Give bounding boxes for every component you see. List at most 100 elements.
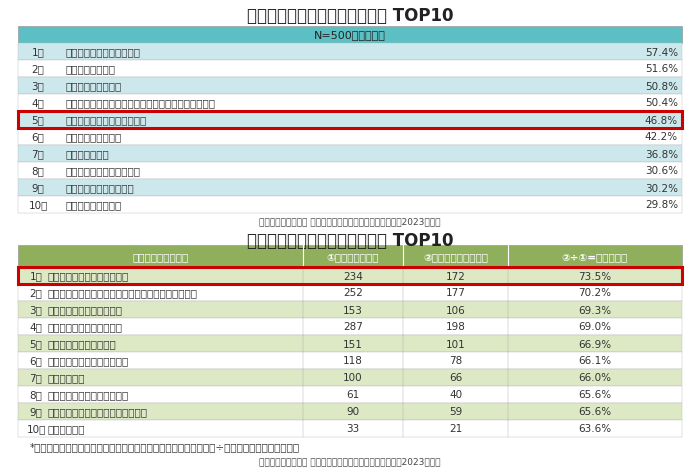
- Text: 61: 61: [346, 390, 360, 400]
- Text: 2位: 2位: [32, 64, 44, 74]
- Text: うがい・手洗いを徹底する: うがい・手洗いを徹底する: [48, 322, 123, 332]
- Bar: [18, 61, 682, 78]
- Text: 入浴をする（湯船につかる）: 入浴をする（湯船につかる）: [66, 115, 147, 125]
- Text: 90: 90: [346, 407, 360, 416]
- Bar: [18, 318, 682, 335]
- Text: 5位: 5位: [32, 115, 44, 125]
- Text: 睐眠をしっかりとる: 睐眠をしっかりとる: [66, 132, 122, 142]
- Bar: [18, 386, 682, 403]
- Text: 30.2%: 30.2%: [645, 183, 678, 193]
- Text: 積水ハウス株式会社 住生活研究所「入浴に関する調査　（2023年）」: 積水ハウス株式会社 住生活研究所「入浴に関する調査 （2023年）」: [259, 217, 441, 226]
- Text: 6位: 6位: [29, 356, 43, 366]
- Text: 42.2%: 42.2%: [645, 132, 678, 142]
- Text: 30.6%: 30.6%: [645, 166, 678, 176]
- Text: 5位: 5位: [29, 339, 43, 349]
- Text: 69.0%: 69.0%: [578, 322, 612, 332]
- Text: 100: 100: [343, 373, 363, 383]
- Text: 40: 40: [449, 390, 462, 400]
- Text: 172: 172: [446, 271, 466, 281]
- Text: 50.8%: 50.8%: [645, 81, 678, 91]
- Text: こたつを使う: こたつを使う: [48, 373, 85, 383]
- Bar: [18, 78, 682, 95]
- Bar: [18, 403, 682, 420]
- Text: 118: 118: [343, 356, 363, 366]
- Text: 10位: 10位: [28, 200, 48, 210]
- Bar: [18, 369, 682, 386]
- Text: 運動やストレッチを行う: 運動やストレッチを行う: [66, 183, 134, 193]
- Text: 厚着やあったかグッズ（靴下、マフラーなど）を使う: 厚着やあったかグッズ（靴下、マフラーなど）を使う: [48, 288, 198, 298]
- Text: 73.5%: 73.5%: [578, 271, 612, 281]
- Text: 101: 101: [446, 339, 466, 349]
- Text: 8位: 8位: [29, 390, 43, 400]
- Bar: [18, 284, 682, 301]
- Bar: [18, 179, 682, 197]
- Text: 運動やストレッチを行う: 運動やストレッチを行う: [48, 339, 117, 349]
- Text: 69.3%: 69.3%: [578, 305, 612, 315]
- Text: ②÷①=効果実感率: ②÷①=効果実感率: [562, 251, 628, 261]
- Text: 3位: 3位: [32, 81, 44, 91]
- Bar: [18, 246, 682, 268]
- Bar: [18, 163, 682, 179]
- Text: 冬の体調管理の対策: 冬の体調管理の対策: [132, 251, 188, 261]
- Text: 日差しを取り入れる: 日差しを取り入れる: [66, 200, 122, 210]
- Text: 63.6%: 63.6%: [578, 424, 612, 434]
- Text: 21: 21: [449, 424, 462, 434]
- Bar: [18, 129, 682, 146]
- Text: 78: 78: [449, 356, 462, 366]
- Text: 1位: 1位: [32, 48, 44, 58]
- Text: 6位: 6位: [32, 132, 44, 142]
- Text: 36.8%: 36.8%: [645, 149, 678, 159]
- Text: 57.4%: 57.4%: [645, 48, 678, 58]
- Text: 電気毛布や電気あんかを使う: 電気毛布や電気あんかを使う: [48, 390, 130, 400]
- Bar: [18, 197, 682, 214]
- Text: 9位: 9位: [32, 183, 44, 193]
- Bar: [18, 301, 682, 318]
- Text: N=500・複数回答: N=500・複数回答: [314, 30, 386, 40]
- Text: 1位: 1位: [29, 271, 43, 281]
- Text: 4位: 4位: [32, 98, 44, 108]
- Bar: [18, 27, 682, 44]
- Text: 66.0%: 66.0%: [578, 373, 612, 383]
- Text: 59: 59: [449, 407, 462, 416]
- Text: 234: 234: [343, 271, 363, 281]
- Text: 66.9%: 66.9%: [578, 339, 612, 349]
- Text: 51.6%: 51.6%: [645, 64, 678, 74]
- Text: 2位: 2位: [29, 288, 43, 298]
- Text: 287: 287: [343, 322, 363, 332]
- Text: 厚着やあったかグッズ（靴下、マフラーなど）を使う: 厚着やあったかグッズ（靴下、マフラーなど）を使う: [66, 98, 216, 108]
- Text: マスクを着用する: マスクを着用する: [66, 64, 116, 74]
- Text: 生姜など体を温める食品を摄取する: 生姜など体を温める食品を摄取する: [48, 407, 148, 416]
- Bar: [18, 352, 682, 369]
- Text: 9位: 9位: [29, 407, 43, 416]
- Text: ストーブ・ヒーターを使う: ストーブ・ヒーターを使う: [48, 305, 123, 315]
- Text: ①行っている人数: ①行っている人数: [327, 251, 379, 261]
- Text: 4位: 4位: [29, 322, 43, 332]
- Text: 50.4%: 50.4%: [645, 98, 678, 108]
- Text: 温かい飲み物を飲む: 温かい飲み物を飲む: [66, 81, 122, 91]
- Text: ストーブ・ヒーターを使う: ストーブ・ヒーターを使う: [66, 166, 141, 176]
- Text: 65.6%: 65.6%: [578, 407, 612, 416]
- Text: 29.8%: 29.8%: [645, 200, 678, 210]
- Bar: [18, 112, 682, 129]
- Text: うがい・手洗いを徹底する: うがい・手洗いを徹底する: [66, 48, 141, 58]
- Text: 46.8%: 46.8%: [645, 115, 678, 125]
- Bar: [18, 335, 682, 352]
- Text: 153: 153: [343, 305, 363, 315]
- Bar: [18, 268, 682, 284]
- Text: 198: 198: [446, 322, 466, 332]
- Bar: [18, 112, 682, 129]
- Text: 8位: 8位: [32, 166, 44, 176]
- Text: 7位: 7位: [32, 149, 44, 159]
- Text: 66.1%: 66.1%: [578, 356, 612, 366]
- Bar: [18, 44, 682, 61]
- Text: ②効果を実感した人数: ②効果を実感した人数: [423, 251, 488, 261]
- Text: 床暖房を使う: 床暖房を使う: [48, 424, 85, 434]
- Text: 177: 177: [446, 288, 466, 298]
- Text: エアコンを使う: エアコンを使う: [66, 149, 110, 159]
- Text: 66: 66: [449, 373, 462, 383]
- Text: *効果実感率の算出方法：各対策の「効果を実感できていること」÷「行っていること」の割合: *効果実感率の算出方法：各対策の「効果を実感できていること」÷「行っていること」…: [30, 441, 300, 451]
- Text: 151: 151: [343, 339, 363, 349]
- Text: 33: 33: [346, 424, 360, 434]
- Text: 衣類やカイロ等で体を温める: 衣類やカイロ等で体を温める: [48, 356, 130, 366]
- Text: 積水ハウス株式会社 住生活研究所「入浴に関する調査　（2023年）」: 積水ハウス株式会社 住生活研究所「入浴に関する調査 （2023年）」: [259, 456, 441, 465]
